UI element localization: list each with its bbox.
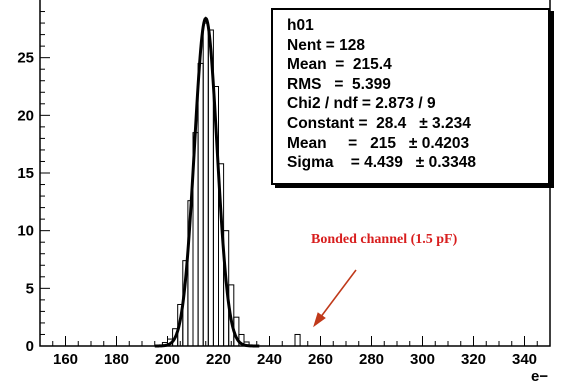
stats-line: Mean = 215 ± 0.4203 [287, 134, 470, 152]
y-tick-label: 0 [26, 338, 34, 355]
stats-line: Sigma = 4.439 ± 0.3348 [287, 154, 477, 172]
x-tick-label: 200 [155, 351, 180, 368]
y-tick-label: 15 [17, 165, 34, 182]
stats-box: h01 Nent = 128 Mean = 215.4 RMS = 5.399 … [271, 8, 550, 185]
axis-tick-labels: 160 180 200 220 240 260 280 300 320 340 0 5 10 15 20 25 [17, 50, 537, 368]
arrow-head [313, 312, 326, 328]
x-tick-label: 240 [257, 351, 282, 368]
stats-title: h01 [287, 17, 314, 34]
y-tick-label: 20 [17, 107, 34, 124]
histogram-bin [294, 333, 301, 347]
axis-ticks [39, 11, 551, 347]
arrow-shaft [319, 269, 357, 319]
fit-curve [154, 16, 260, 348]
x-tick-label: 340 [512, 351, 537, 368]
annotation-arrow [313, 269, 357, 328]
stats-line: Mean = 215.4 [287, 56, 392, 74]
x-tick-label: 220 [206, 351, 231, 368]
gaussian-fit [154, 16, 260, 348]
bonded-channel-annotation: Bonded channel (1.5 pF) [311, 232, 458, 247]
stats-line: Chi2 / ndf = 2.873 / 9 [287, 95, 436, 113]
x-tick-label: 320 [461, 351, 486, 368]
x-tick-label: 280 [359, 351, 384, 368]
x-tick-label: 160 [53, 351, 78, 368]
x-axis-unit-label: e− [531, 368, 548, 385]
x-tick-label: 260 [308, 351, 333, 368]
x-tick-label: 300 [410, 351, 435, 368]
y-tick-label: 5 [26, 280, 34, 297]
stats-line: Constant = 28.4 ± 3.234 [287, 114, 471, 132]
histogram-bin [202, 22, 209, 347]
stats-line: Nent = 128 [287, 36, 365, 54]
stats-line: RMS = 5.399 [287, 75, 391, 93]
x-tick-label: 180 [104, 351, 129, 368]
histogram-bin [197, 62, 204, 347]
y-tick-label: 10 [17, 223, 34, 240]
y-tick-label: 25 [17, 50, 34, 67]
